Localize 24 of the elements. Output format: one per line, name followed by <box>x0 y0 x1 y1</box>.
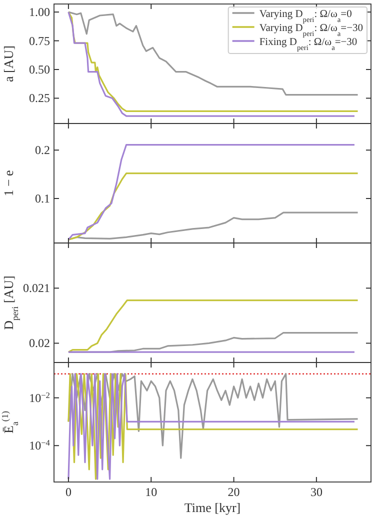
line-series <box>68 299 359 353</box>
line-series <box>68 144 356 240</box>
y-tick-label: 0.25 <box>29 91 50 106</box>
y-tick-label: 0.021 <box>23 281 50 296</box>
y-tick-label: 0.2 <box>35 143 50 158</box>
y-tick-label: 0.02 <box>29 336 50 350</box>
line-series <box>68 172 359 240</box>
y-tick-label: 0.75 <box>29 34 50 48</box>
y-tick-label: 0.50 <box>29 62 50 76</box>
y-axis-title: a [AU] <box>1 46 16 82</box>
y-axis-title: 1 − e <box>1 170 16 196</box>
x-tick-label: 10 <box>145 485 158 499</box>
x-axis-title: Time [kyr] <box>184 500 241 515</box>
y-tick-label: 1.00 <box>29 5 50 20</box>
x-tick-label: 20 <box>228 485 240 499</box>
y-tick-label: 10$^{−4}$ <box>29 438 51 453</box>
y-tick-label: 10$^{−2}$ <box>29 390 50 405</box>
y-tick-label: 0.1 <box>35 191 50 206</box>
legend-label: Fixing D$_{peri}$: Ω/ω$_{a}$=−30 <box>259 37 358 52</box>
line-series <box>68 373 359 459</box>
legend-label: Varying D$_{peri}$: Ω/ω$_{a}$=0 <box>259 9 352 24</box>
x-tick-label: 0 <box>65 485 72 499</box>
legend-label: Varying D$_{peri}$: Ω/ω$_{a}$=−30 <box>259 23 363 38</box>
x-tick-label: 30 <box>310 485 322 499</box>
